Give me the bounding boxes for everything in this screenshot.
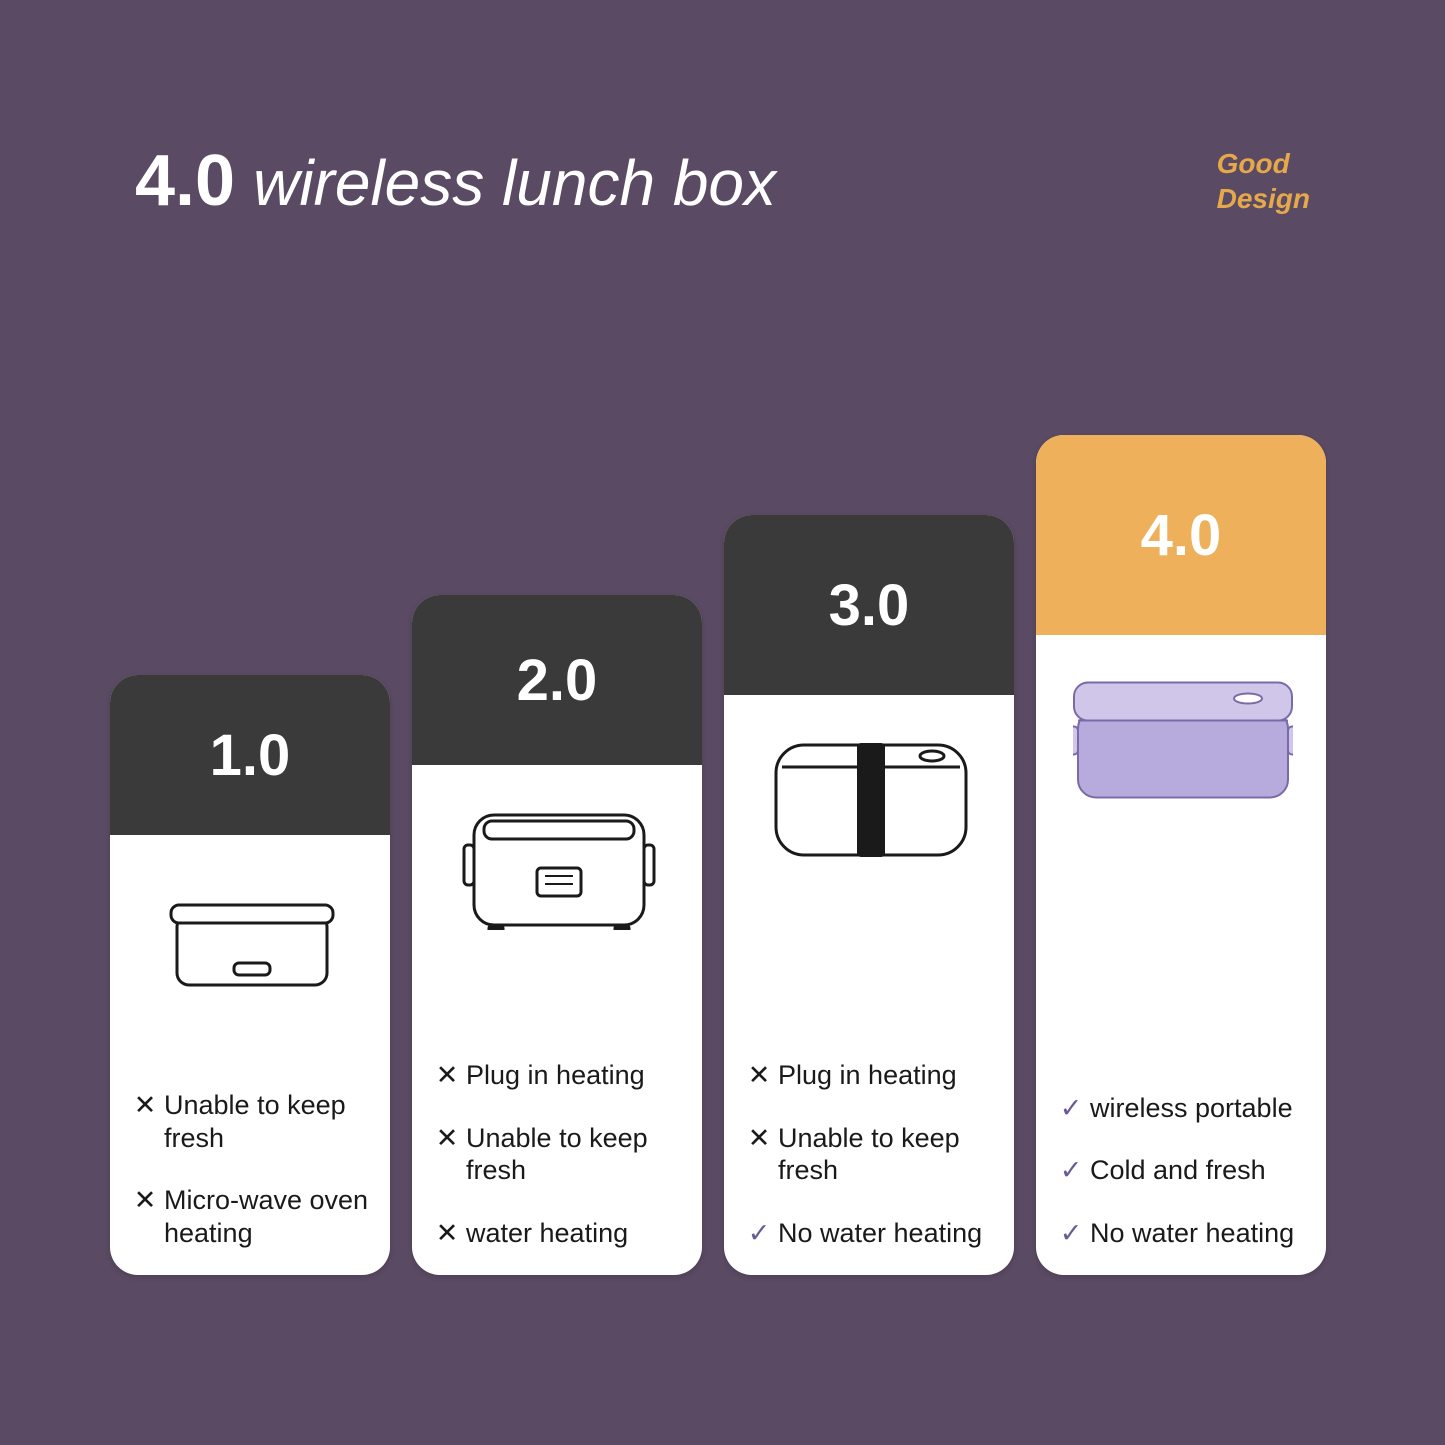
version-card-4-0: 4.0✓wireless portable✓Cold and fresh✓No … bbox=[1036, 435, 1326, 1275]
card-body: ✕Plug in heating✕Unable to keep fresh✕wa… bbox=[412, 765, 702, 1275]
lunchbox-icon bbox=[1073, 660, 1293, 800]
version-card-2-0: 2.0✕Plug in heating✕Unable to keep fresh… bbox=[412, 595, 702, 1275]
feature-item: ✓No water heating bbox=[1058, 1217, 1308, 1249]
check-icon: ✓ bbox=[1058, 1217, 1084, 1249]
cross-icon: ✕ bbox=[132, 1184, 158, 1216]
infographic-canvas: 4.0 wireless lunch box Good Design 1.0✕U… bbox=[0, 0, 1445, 1445]
lunchbox-icon bbox=[449, 790, 669, 930]
feature-list: ✕Plug in heating✕Unable to keep fresh✕wa… bbox=[434, 1059, 684, 1249]
illustration-wrap bbox=[132, 855, 372, 1005]
good-design-badge: Good Design bbox=[1217, 146, 1310, 216]
feature-item: ✓No water heating bbox=[746, 1217, 996, 1249]
card-body: ✕Plug in heating✕Unable to keep fresh✓No… bbox=[724, 695, 1014, 1275]
cross-icon: ✕ bbox=[746, 1059, 772, 1091]
feature-text: Unable to keep fresh bbox=[466, 1122, 684, 1187]
badge-line-2: Design bbox=[1217, 181, 1310, 216]
lunchbox-icon bbox=[761, 720, 981, 860]
check-icon: ✓ bbox=[1058, 1092, 1084, 1124]
illustration-wrap bbox=[1058, 655, 1308, 805]
feature-text: No water heating bbox=[778, 1217, 996, 1249]
feature-item: ✕water heating bbox=[434, 1217, 684, 1249]
card-header: 4.0 bbox=[1036, 435, 1326, 635]
version-card-3-0: 3.0✕Plug in heating✕Unable to keep fresh… bbox=[724, 515, 1014, 1275]
cross-icon: ✕ bbox=[746, 1122, 772, 1154]
check-icon: ✓ bbox=[746, 1217, 772, 1249]
feature-text: Cold and fresh bbox=[1090, 1154, 1308, 1186]
feature-item: ✕Plug in heating bbox=[434, 1059, 684, 1091]
badge-line-1: Good bbox=[1217, 146, 1310, 181]
feature-list: ✓wireless portable✓Cold and fresh✓No wat… bbox=[1058, 1092, 1308, 1249]
feature-item: ✓Cold and fresh bbox=[1058, 1154, 1308, 1186]
card-header: 3.0 bbox=[724, 515, 1014, 695]
illustration-wrap bbox=[746, 715, 996, 865]
feature-item: ✕Unable to keep fresh bbox=[132, 1089, 372, 1154]
comparison-cards: 1.0✕Unable to keep fresh✕Micro-wave oven… bbox=[110, 435, 1335, 1275]
version-card-1-0: 1.0✕Unable to keep fresh✕Micro-wave oven… bbox=[110, 675, 390, 1275]
feature-text: Unable to keep fresh bbox=[164, 1089, 372, 1154]
feature-text: Unable to keep fresh bbox=[778, 1122, 996, 1187]
cross-icon: ✕ bbox=[132, 1089, 158, 1121]
check-icon: ✓ bbox=[1058, 1154, 1084, 1186]
illustration-wrap bbox=[434, 785, 684, 935]
title-text: wireless lunch box bbox=[253, 146, 776, 220]
feature-item: ✕Unable to keep fresh bbox=[746, 1122, 996, 1187]
feature-text: wireless portable bbox=[1090, 1092, 1308, 1124]
main-title: 4.0 wireless lunch box bbox=[135, 140, 776, 222]
feature-text: Micro-wave oven heating bbox=[164, 1184, 372, 1249]
feature-text: Plug in heating bbox=[778, 1059, 996, 1091]
card-body: ✕Unable to keep fresh✕Micro-wave oven he… bbox=[110, 835, 390, 1275]
lunchbox-icon bbox=[142, 860, 362, 1000]
feature-text: No water heating bbox=[1090, 1217, 1308, 1249]
card-header: 2.0 bbox=[412, 595, 702, 765]
feature-text: water heating bbox=[466, 1217, 684, 1249]
feature-item: ✓wireless portable bbox=[1058, 1092, 1308, 1124]
title-version: 4.0 bbox=[135, 140, 235, 222]
feature-item: ✕Unable to keep fresh bbox=[434, 1122, 684, 1187]
feature-list: ✕Unable to keep fresh✕Micro-wave oven he… bbox=[132, 1089, 372, 1249]
cross-icon: ✕ bbox=[434, 1217, 460, 1249]
card-header: 1.0 bbox=[110, 675, 390, 835]
cross-icon: ✕ bbox=[434, 1122, 460, 1154]
feature-list: ✕Plug in heating✕Unable to keep fresh✓No… bbox=[746, 1059, 996, 1249]
title-row: 4.0 wireless lunch box Good Design bbox=[135, 140, 1310, 222]
cross-icon: ✕ bbox=[434, 1059, 460, 1091]
card-body: ✓wireless portable✓Cold and fresh✓No wat… bbox=[1036, 635, 1326, 1275]
feature-item: ✕Plug in heating bbox=[746, 1059, 996, 1091]
feature-text: Plug in heating bbox=[466, 1059, 684, 1091]
feature-item: ✕Micro-wave oven heating bbox=[132, 1184, 372, 1249]
